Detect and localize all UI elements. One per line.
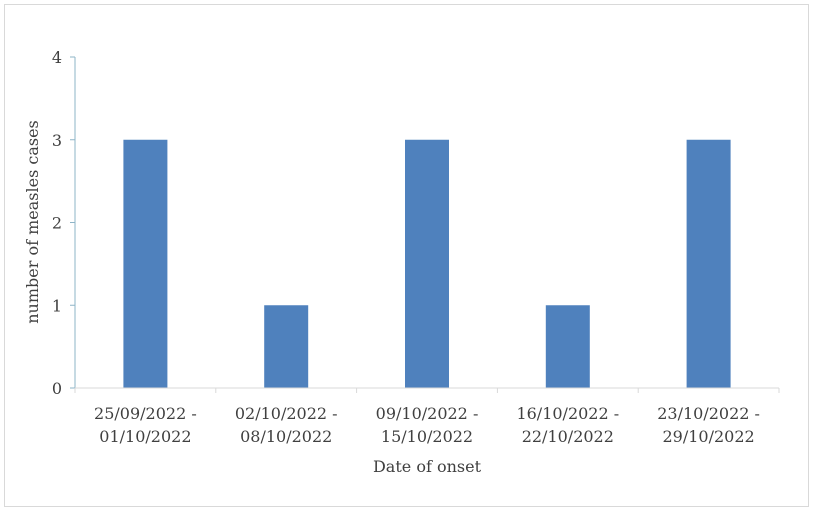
y-tick-label: 3 [52, 131, 62, 150]
y-axis-ticks: 0 1 2 3 4 [52, 48, 75, 398]
bar [264, 305, 309, 388]
x-axis-ticks: 25/09/2022 -01/10/2022 02/10/2022 -08/10/… [74, 388, 780, 446]
x-tick-label: 16/10/2022 -22/10/2022 [516, 404, 619, 446]
bar [545, 305, 590, 388]
y-tick-label: 0 [52, 379, 62, 398]
bars [123, 139, 731, 388]
x-axis-title: Date of onset [373, 457, 482, 476]
x-tick-label: 23/10/2022 -29/10/2022 [657, 404, 760, 446]
x-tick-label: 09/10/2022 -15/10/2022 [376, 404, 479, 446]
y-tick-label: 4 [52, 48, 62, 67]
x-tick-label: 02/10/2022 -08/10/2022 [235, 404, 338, 446]
y-tick-label: 1 [52, 296, 62, 315]
y-axis-title: number of measles cases [23, 120, 42, 324]
x-tick-label: 25/09/2022 -01/10/2022 [94, 404, 197, 446]
bar [686, 139, 731, 388]
bar [123, 139, 168, 388]
bar [405, 139, 449, 388]
y-tick-label: 2 [52, 214, 62, 233]
